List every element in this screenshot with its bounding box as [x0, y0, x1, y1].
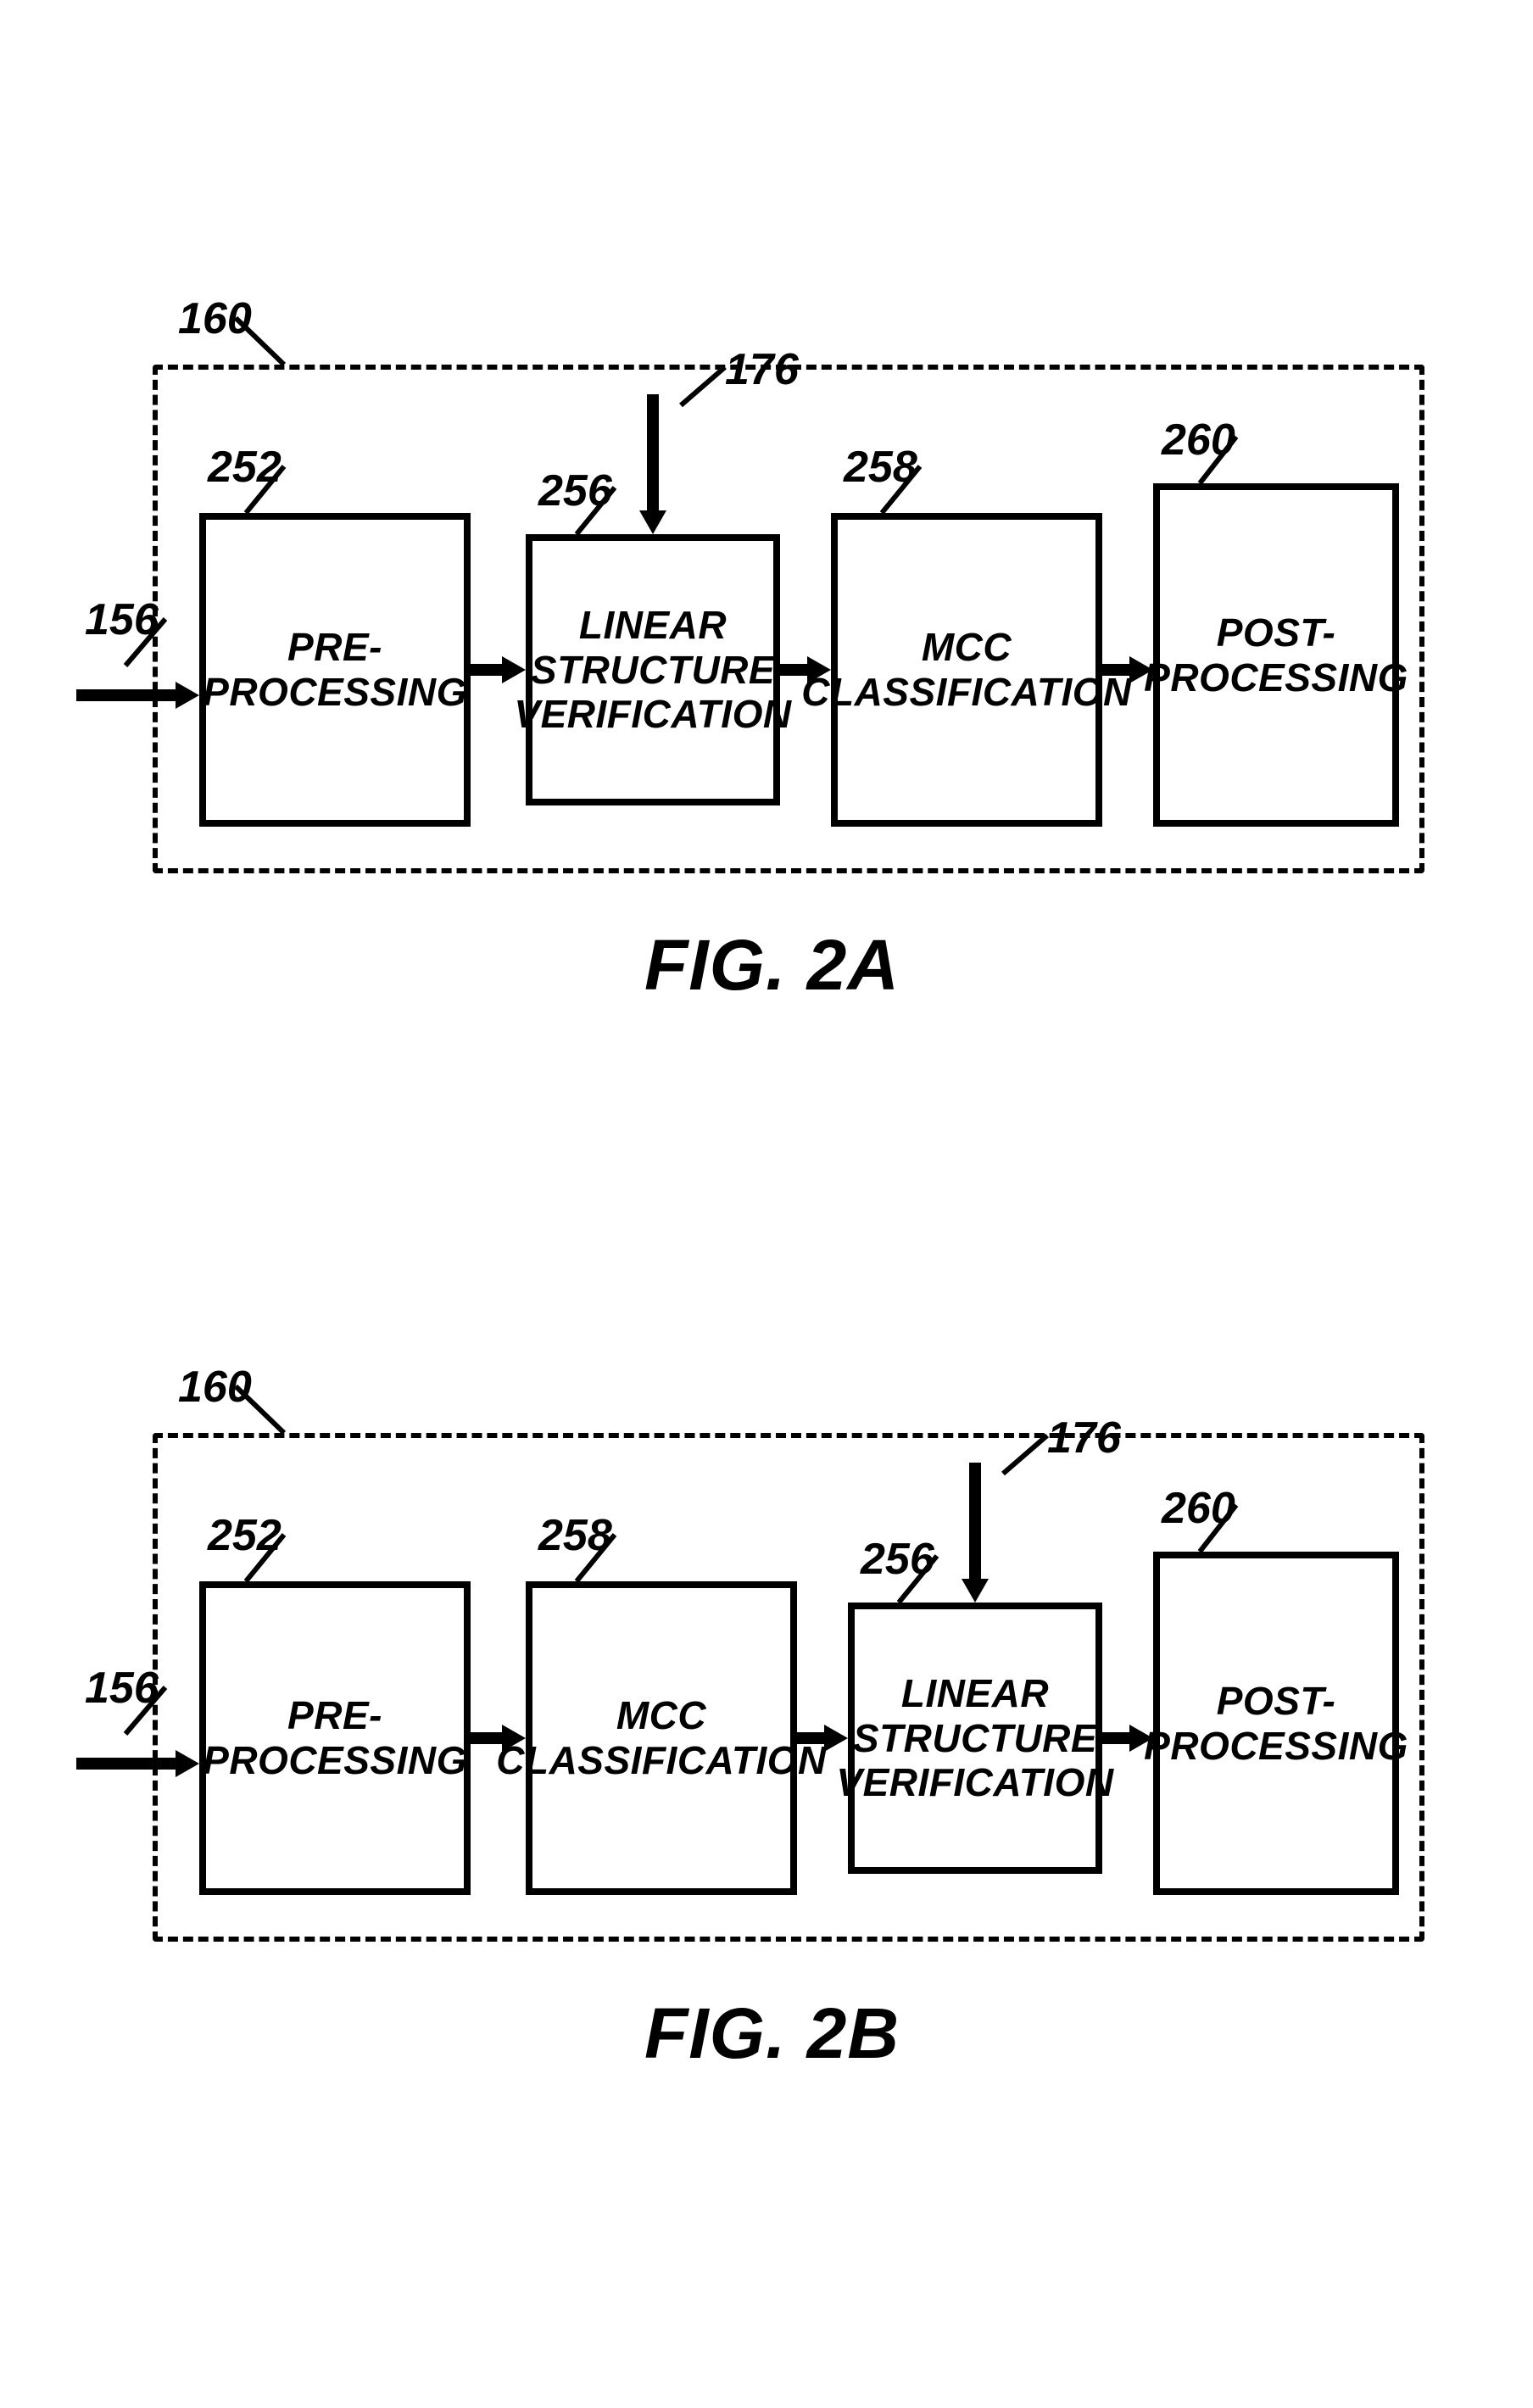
ref-label: 156	[85, 594, 159, 645]
block-pre: PRE-PROCESSING	[199, 513, 471, 827]
block-label: LINEARSTRUCTUREVERIFICATION	[514, 603, 791, 738]
figure-label: FIG. 2B	[644, 1993, 900, 2075]
block-label: PRE-PROCESSING	[203, 625, 467, 715]
block-label: MCCCLASSIFICATION	[496, 1693, 826, 1783]
block-post: POST-PROCESSING	[1153, 1552, 1399, 1895]
figure-label: FIG. 2A	[644, 924, 900, 1006]
ref-label: 260	[1162, 415, 1235, 465]
block-label: PRE-PROCESSING	[203, 1693, 467, 1783]
ref-label: 176	[1047, 1413, 1121, 1463]
block-label: MCCCLASSIFICATION	[801, 625, 1131, 715]
block-post: POST-PROCESSING	[1153, 483, 1399, 827]
ref-label: 156	[85, 1663, 159, 1714]
ref-label: 258	[538, 1510, 612, 1561]
block-lsv: LINEARSTRUCTUREVERIFICATION	[526, 534, 780, 805]
ref-label: 258	[844, 442, 917, 493]
block-label: POST-PROCESSING	[1144, 610, 1408, 700]
ref-label: 252	[208, 1510, 282, 1561]
block-label: POST-PROCESSING	[1144, 1679, 1408, 1769]
ref-label: 252	[208, 442, 282, 493]
ref-label: 256	[861, 1534, 934, 1585]
block-mcc: MCCCLASSIFICATION	[831, 513, 1102, 827]
ref-label: 160	[178, 1362, 252, 1413]
ref-label: 176	[725, 344, 799, 395]
block-mcc: MCCCLASSIFICATION	[526, 1581, 797, 1895]
block-label: LINEARSTRUCTUREVERIFICATION	[836, 1671, 1113, 1806]
block-pre: PRE-PROCESSING	[199, 1581, 471, 1895]
ref-label: 256	[538, 465, 612, 516]
block-lsv: LINEARSTRUCTUREVERIFICATION	[848, 1603, 1102, 1874]
ref-label: 260	[1162, 1483, 1235, 1534]
ref-label: 160	[178, 293, 252, 344]
